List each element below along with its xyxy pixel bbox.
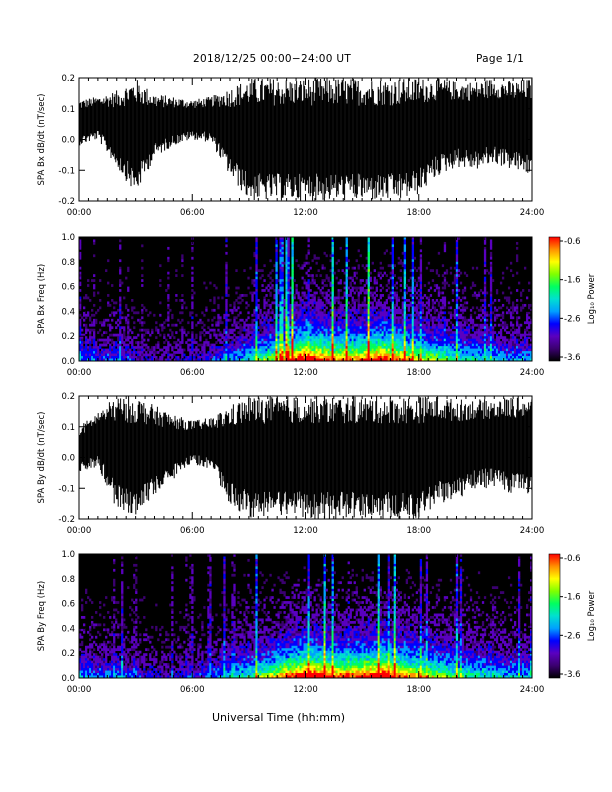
y-axis-label: SPA Bx Freq (Hz) <box>37 264 47 334</box>
y-tick-label: 0.6 <box>61 283 75 293</box>
y-tick-label: -0.1 <box>58 484 75 494</box>
colorbar-tick-label: -0.6 <box>564 237 581 247</box>
x-tick-label: 18:00 <box>407 368 432 378</box>
colorbar-tick-label: -2.6 <box>564 314 581 324</box>
colorbar-label: Log₁₀ Power <box>587 590 597 641</box>
x-tick-label: 24:00 <box>520 368 545 378</box>
x-tick-label: 24:00 <box>520 526 545 536</box>
y-axis-label: SPA By dB/dt (nT/sec) <box>37 412 47 504</box>
x-tick-label: 06:00 <box>180 526 205 536</box>
colorbar-tick-label: -3.6 <box>564 353 581 363</box>
y-tick-label: 0.4 <box>61 307 75 317</box>
y-tick-label: 0.8 <box>61 258 75 268</box>
y-tick-label: 0.2 <box>61 332 75 342</box>
spectrogram-image <box>79 554 532 678</box>
y-tick-label: 0.2 <box>61 74 75 84</box>
y-tick-label: -0.1 <box>58 166 75 176</box>
colorbar-tick-label: -3.6 <box>564 670 581 680</box>
y-axis-label: SPA By Freq (Hz) <box>37 581 47 651</box>
x-tick-label: 18:00 <box>407 526 432 536</box>
x-tick-label: 24:00 <box>520 208 545 218</box>
colorbar <box>548 236 561 362</box>
colorbar-tick-label: -1.6 <box>564 276 581 286</box>
colorbar-tick-label: -1.6 <box>564 593 581 603</box>
panel-2: 1.0 0.8 0.6 0.4 0.2 0.0 -0.6 -1.6 -2.6 -3.6 Log₁₀ … <box>37 233 597 378</box>
x-tick-label: 00:00 <box>67 208 92 218</box>
waveform-trace <box>79 396 532 519</box>
x-tick-label: 00:00 <box>67 685 92 695</box>
y-tick-label: 1.0 <box>61 233 75 243</box>
x-tick-label: 12:00 <box>293 368 318 378</box>
y-axis-label: SPA Bx dB/dt (nT/sec) <box>37 94 47 186</box>
waveform-trace <box>79 78 532 201</box>
x-axis-title: Universal Time (hh:mm) <box>212 711 345 724</box>
y-tick-label: 0.0 <box>61 357 75 367</box>
colorbar-tick-label: -2.6 <box>564 631 581 641</box>
x-tick-label: 06:00 <box>180 368 205 378</box>
panel-1: 0.2 0.1 0.0 -0.1 -0.200:00 06:00 12:00 18:00 24:… <box>37 74 544 218</box>
page-indicator: Page 1/1 <box>476 53 525 65</box>
x-tick-label: 12:00 <box>293 526 318 536</box>
colorbar <box>548 553 561 679</box>
x-tick-label: 00:00 <box>67 368 92 378</box>
y-tick-label: -0.2 <box>58 197 75 207</box>
y-tick-label: 0.1 <box>61 423 75 433</box>
y-tick-label: 0.8 <box>61 575 75 585</box>
x-tick-label: 12:00 <box>293 208 318 218</box>
colorbar-tick-label: -0.6 <box>564 554 581 564</box>
y-tick-label: 0.0 <box>61 136 75 146</box>
x-tick-label: 18:00 <box>407 685 432 695</box>
y-tick-label: 0.6 <box>61 600 75 610</box>
x-tick-label: 12:00 <box>293 685 318 695</box>
y-tick-label: 1.0 <box>61 550 75 560</box>
y-tick-label: 0.0 <box>61 454 75 464</box>
x-tick-label: 06:00 <box>180 685 205 695</box>
x-tick-label: 24:00 <box>520 685 545 695</box>
x-tick-label: 18:00 <box>407 208 432 218</box>
panel-3: 0.2 0.1 0.0 -0.1 -0.200:00 06:00 12:00 18:00 24:… <box>37 392 544 536</box>
panel-4: 1.0 0.8 0.6 0.4 0.2 0.0 -0.6 -1.6 -2.6 -3.6 Log₁₀ … <box>37 550 597 695</box>
spectrogram-image <box>79 237 532 361</box>
x-tick-label: 00:00 <box>67 526 92 536</box>
y-tick-label: 0.1 <box>61 105 75 115</box>
plot-date-title: 2018/12/25 00:00−24:00 UT <box>193 53 352 65</box>
y-tick-label: 0.4 <box>61 624 75 634</box>
y-tick-label: -0.2 <box>58 515 75 525</box>
y-tick-label: 0.0 <box>61 674 75 684</box>
y-tick-label: 0.2 <box>61 649 75 659</box>
x-tick-label: 06:00 <box>180 208 205 218</box>
colorbar-label: Log₁₀ Power <box>587 273 597 324</box>
y-tick-label: 0.2 <box>61 392 75 402</box>
